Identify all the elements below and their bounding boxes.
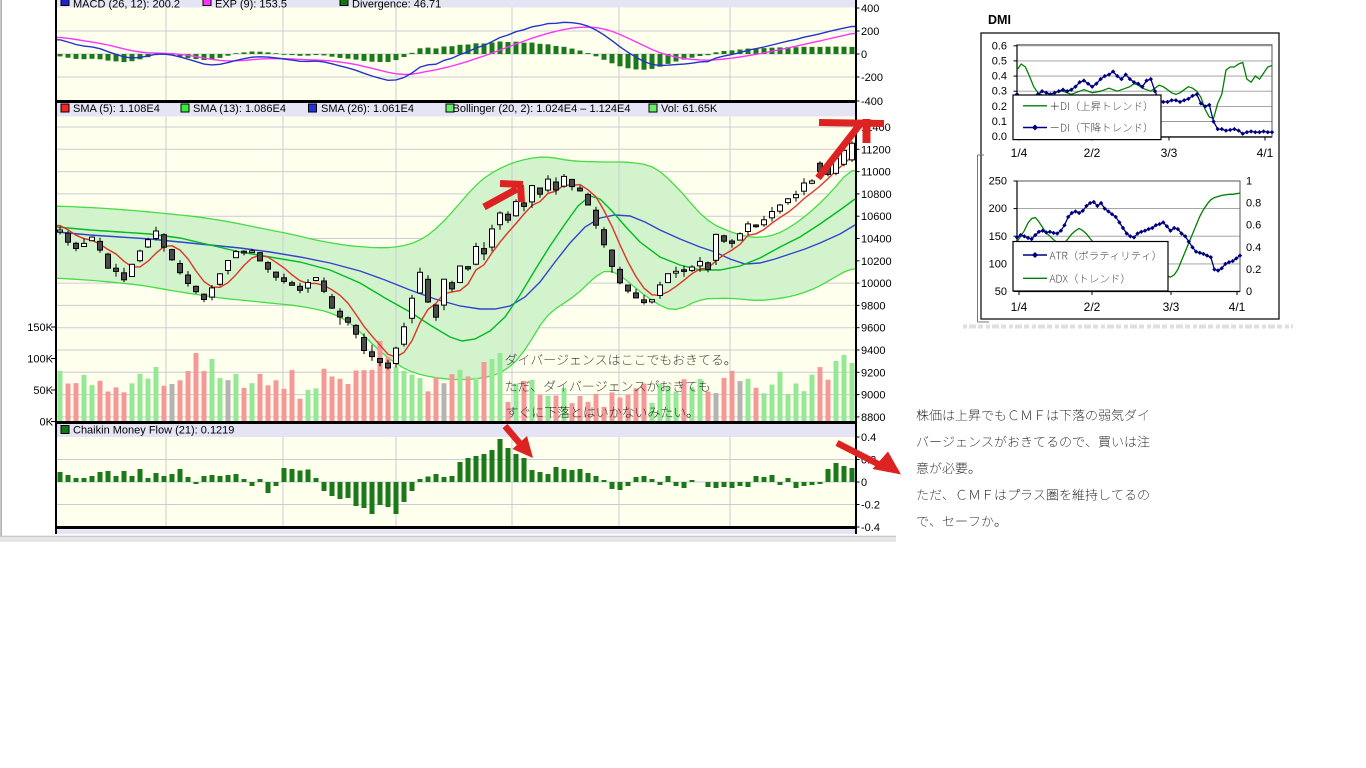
- svg-text:150: 150: [989, 231, 1007, 243]
- svg-text:9600: 9600: [861, 323, 885, 335]
- svg-text:1: 1: [1246, 176, 1252, 188]
- svg-text:0.4: 0.4: [861, 432, 876, 444]
- svg-text:9200: 9200: [861, 367, 885, 379]
- svg-text:Divergence: 46.71: Divergence: 46.71: [352, 0, 441, 11]
- svg-text:11200: 11200: [861, 144, 891, 156]
- svg-text:1/4: 1/4: [1011, 300, 1028, 314]
- svg-text:4/1: 4/1: [1229, 300, 1246, 314]
- svg-text:0K: 0K: [40, 417, 54, 429]
- svg-text:0.4: 0.4: [1246, 242, 1261, 254]
- svg-text:50: 50: [995, 286, 1007, 298]
- svg-text:Bollinger (20, 2): 1.024E4 – 1: Bollinger (20, 2): 1.024E4 – 1.124E4: [453, 103, 631, 115]
- svg-text:9800: 9800: [861, 300, 885, 312]
- svg-text:-400: -400: [861, 96, 883, 108]
- svg-text:3/3: 3/3: [1163, 300, 1180, 314]
- svg-text:10000: 10000: [861, 278, 892, 290]
- svg-text:SMA (26): 1.061E4: SMA (26): 1.061E4: [321, 103, 414, 115]
- svg-text:10200: 10200: [861, 256, 892, 268]
- svg-text:4/1: 4/1: [1257, 146, 1274, 160]
- svg-text:8800: 8800: [861, 412, 885, 424]
- svg-text:Chaikin Money Flow (21): 0.121: Chaikin Money Flow (21): 0.1219: [73, 425, 234, 437]
- svg-text:10600: 10600: [861, 211, 892, 223]
- svg-text:100K: 100K: [27, 354, 53, 366]
- svg-text:0.3: 0.3: [992, 86, 1007, 98]
- svg-text:0: 0: [1246, 286, 1252, 298]
- svg-text:0.1: 0.1: [992, 116, 1007, 128]
- svg-text:150K: 150K: [27, 322, 53, 334]
- svg-text:0.6: 0.6: [992, 40, 1007, 52]
- svg-text:11000: 11000: [861, 167, 891, 179]
- svg-text:MACD (26, 12): 200.2: MACD (26, 12): 200.2: [73, 0, 180, 11]
- svg-text:0: 0: [861, 477, 867, 489]
- svg-text:250: 250: [989, 176, 1007, 188]
- svg-text:0.8: 0.8: [1246, 198, 1261, 210]
- svg-text:-0.4: -0.4: [861, 522, 880, 534]
- svg-text:SMA (5): 1.108E4: SMA (5): 1.108E4: [73, 103, 160, 115]
- svg-text:9000: 9000: [861, 390, 885, 402]
- svg-text:200: 200: [861, 26, 879, 38]
- svg-text:200: 200: [989, 203, 1007, 215]
- svg-text:10400: 10400: [861, 234, 892, 246]
- svg-text:0.0: 0.0: [992, 131, 1007, 143]
- svg-text:0: 0: [861, 49, 867, 61]
- svg-text:-0.2: -0.2: [861, 500, 880, 512]
- svg-text:0.2: 0.2: [992, 101, 1007, 113]
- svg-text:Vol: 61.65K: Vol: 61.65K: [661, 103, 718, 115]
- svg-text:0.6: 0.6: [1246, 220, 1261, 232]
- svg-text:400: 400: [861, 3, 879, 15]
- svg-text:SMA (13): 1.086E4: SMA (13): 1.086E4: [193, 103, 286, 115]
- svg-text:DMI: DMI: [988, 13, 1011, 27]
- svg-text:50K: 50K: [33, 385, 53, 397]
- svg-text:9400: 9400: [861, 345, 885, 357]
- svg-text:-200: -200: [861, 72, 883, 84]
- svg-text:EXP (9): 153.5: EXP (9): 153.5: [215, 0, 287, 11]
- svg-text:2/2: 2/2: [1084, 300, 1101, 314]
- svg-text:100: 100: [989, 258, 1007, 270]
- svg-text:3/3: 3/3: [1161, 146, 1178, 160]
- svg-text:0.5: 0.5: [992, 55, 1007, 67]
- svg-text:2/2: 2/2: [1084, 146, 1101, 160]
- svg-text:1/4: 1/4: [1011, 146, 1028, 160]
- svg-text:0.2: 0.2: [1246, 264, 1261, 276]
- svg-text:0.4: 0.4: [992, 71, 1007, 83]
- svg-text:10800: 10800: [861, 189, 892, 201]
